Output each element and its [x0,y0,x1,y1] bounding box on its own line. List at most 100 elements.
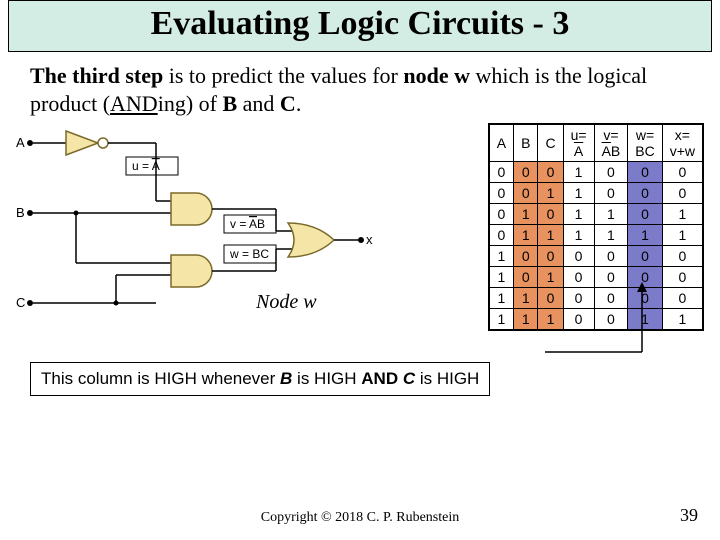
table-cell: 0 [489,183,514,204]
th-v: v=AB [594,124,628,162]
table-cell: 0 [514,162,538,183]
table-cell: 1 [538,183,563,204]
table-row: 1110011 [489,309,703,331]
truth-table-wrap: A B C u=A v=AB w=BC x=v+w 00010000011000… [384,123,704,338]
table-row: 0101101 [489,204,703,225]
table-cell: 1 [662,309,703,331]
table-cell: 0 [594,309,628,331]
table-cell: 1 [628,225,662,246]
slide-root: Evaluating Logic Circuits - 3 The third … [0,0,720,540]
table-row: 0001000 [489,162,703,183]
slide-title: Evaluating Logic Circuits - 3 [9,5,711,43]
cap-t1: This column is HIGH whenever [41,369,280,388]
table-cell: 0 [563,288,594,309]
svg-text:A: A [16,135,25,150]
table-row: 0111111 [489,225,703,246]
table-row: 0011000 [489,183,703,204]
table-cell: 0 [662,246,703,267]
table-cell: 0 [538,246,563,267]
page-number: 39 [680,505,698,526]
table-cell: 0 [514,267,538,288]
cap-t2: is HIGH [292,369,361,388]
body-c: C [280,91,296,116]
table-cell: 0 [563,246,594,267]
th-u: u=A [563,124,594,162]
svg-text:C: C [16,295,25,310]
table-cell: 1 [594,225,628,246]
table-cell: 0 [662,183,703,204]
table-row: 1100000 [489,288,703,309]
table-cell: 1 [538,267,563,288]
table-cell: 1 [489,246,514,267]
table-cell: 1 [563,225,594,246]
body-pre: The third step [30,63,163,88]
svg-text:x: x [366,232,373,247]
body-mid3: ing) of [158,91,223,116]
content-row: A u = A B C [0,123,720,338]
table-cell: 1 [662,225,703,246]
table-cell: 0 [594,288,628,309]
table-cell: 1 [489,267,514,288]
table-cell: 1 [489,288,514,309]
node-w-label: Node w [256,291,317,314]
circuit-svg: A u = A B C [16,123,376,333]
table-cell: 0 [628,162,662,183]
th-w: w=BC [628,124,662,162]
table-cell: 0 [628,204,662,225]
table-cell: 0 [489,204,514,225]
table-cell: 0 [662,267,703,288]
table-cell: 1 [489,309,514,331]
table-cell: 1 [594,204,628,225]
table-header-row: A B C u=A v=AB w=BC x=v+w [489,124,703,162]
table-cell: 1 [563,204,594,225]
th-c: C [538,124,563,162]
body-nodew: node w [403,63,470,88]
table-cell: 1 [538,309,563,331]
table-cell: 1 [662,204,703,225]
table-cell: 1 [563,162,594,183]
body-text: The third step is to predict the values … [0,52,720,123]
table-cell: 0 [662,162,703,183]
table-cell: 1 [563,183,594,204]
table-cell: 0 [628,288,662,309]
table-cell: 0 [594,246,628,267]
table-cell: 0 [538,204,563,225]
table-cell: 0 [628,246,662,267]
body-and: and [237,91,280,116]
title-bar: Evaluating Logic Circuits - 3 [8,0,712,52]
table-cell: 0 [538,288,563,309]
table-cell: 0 [514,183,538,204]
table-cell: 1 [514,309,538,331]
truth-table: A B C u=A v=AB w=BC x=v+w 00010000011000… [488,123,704,331]
table-cell: 0 [514,246,538,267]
table-cell: 1 [514,288,538,309]
table-cell: 1 [628,309,662,331]
table-cell: 1 [538,225,563,246]
table-cell: 0 [594,183,628,204]
svg-text:v = AB: v = AB [230,217,265,231]
table-cell: 0 [489,162,514,183]
table-cell: 0 [594,162,628,183]
table-cell: 0 [563,309,594,331]
th-x: x=v+w [662,124,703,162]
svg-text:w = BC: w = BC [229,247,269,261]
cap-and: AND [361,369,403,388]
body-b: B [222,91,237,116]
th-a: A [489,124,514,162]
table-cell: 0 [538,162,563,183]
table-cell: 0 [563,267,594,288]
table-cell: 0 [662,288,703,309]
circuit-diagram: A u = A B C [16,123,376,338]
body-anding: AND [110,91,158,116]
cap-c: C [403,369,415,388]
svg-text:B: B [16,205,25,220]
table-cell: 0 [489,225,514,246]
table-cell: 0 [594,267,628,288]
body-end: . [296,91,302,116]
table-cell: 1 [514,204,538,225]
table-cell: 0 [628,183,662,204]
caption-box: This column is HIGH whenever B is HIGH A… [30,362,490,396]
table-row: 1010000 [489,267,703,288]
copyright-text: Copyright © 2018 C. P. Rubenstein [0,510,720,526]
cap-b: B [280,369,292,388]
